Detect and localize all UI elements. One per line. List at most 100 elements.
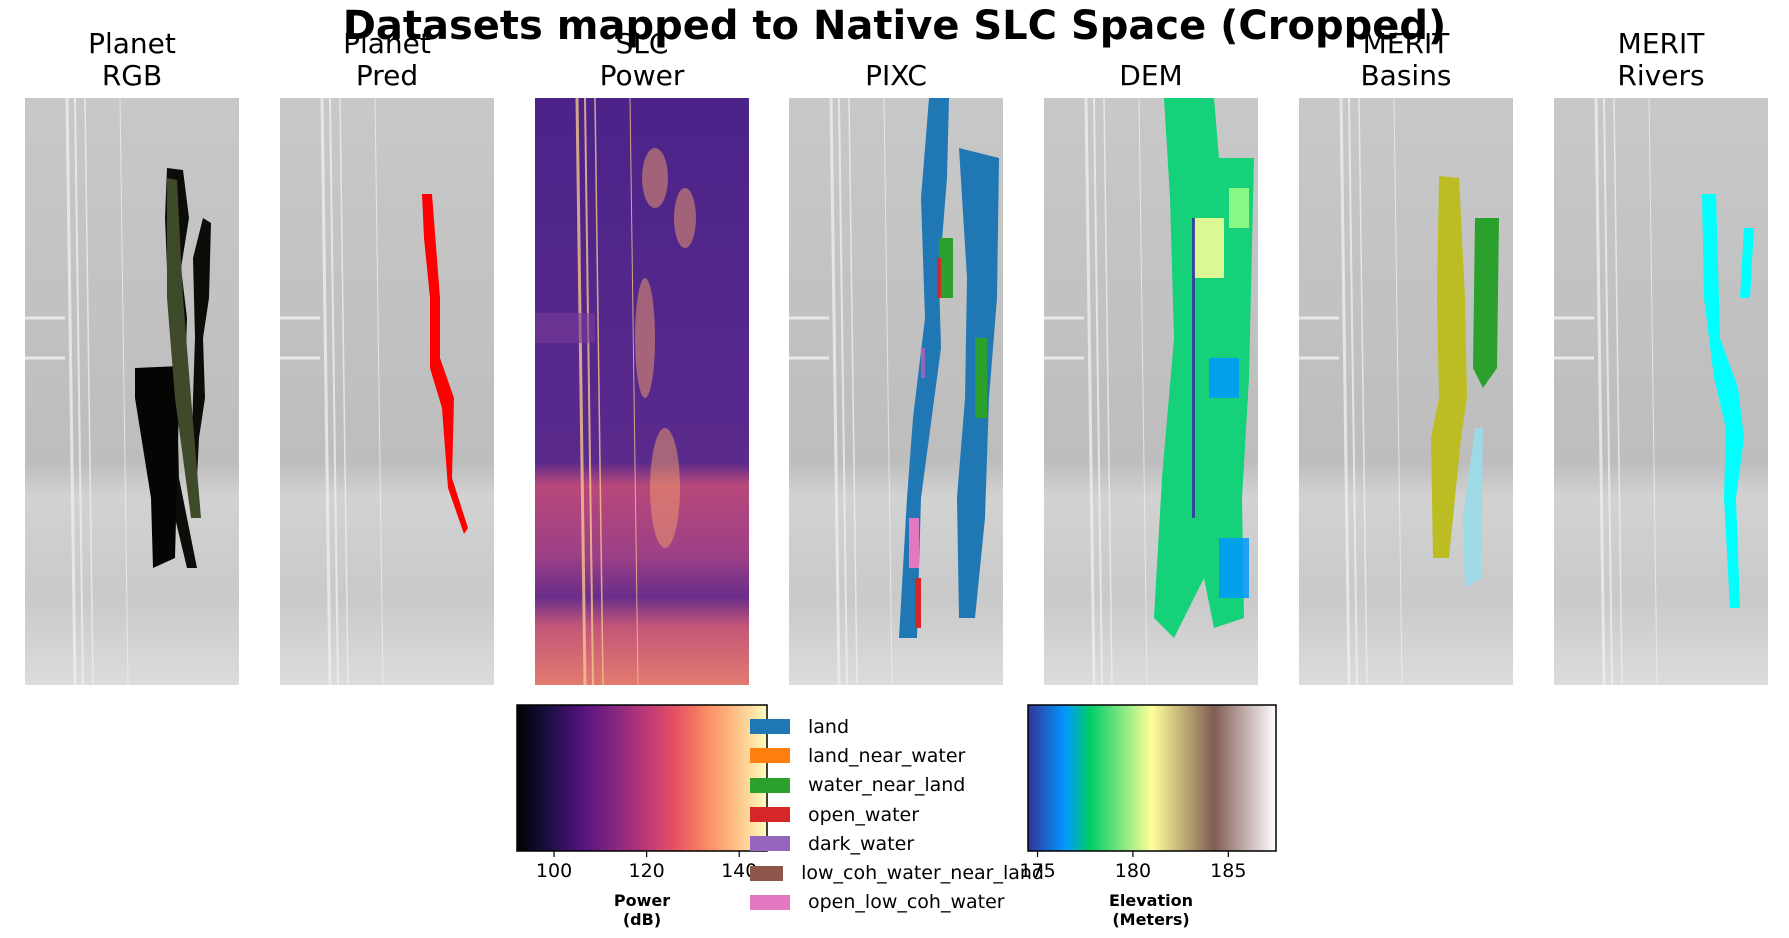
legend-label: land	[808, 715, 850, 738]
panel-title: SLC Power	[599, 27, 685, 92]
panel-title: DEM	[1119, 59, 1183, 92]
texture-streak	[1648, 97, 1658, 686]
legend-item: land	[744, 712, 1044, 741]
panel-4	[1044, 97, 1258, 686]
pixc-class-patch	[915, 578, 921, 628]
basin-region	[1473, 218, 1499, 388]
pixc-class-patch	[921, 348, 925, 378]
panel-background	[280, 98, 494, 685]
bright-feature	[635, 278, 655, 398]
bright-feature	[674, 188, 696, 248]
power-tick-label: 120	[628, 860, 665, 882]
texture-streak	[848, 97, 858, 686]
panel-title: Planet RGB	[88, 27, 176, 92]
dem-region	[1154, 98, 1254, 638]
elevation-colorbar-label: Elevation (Meters)	[1108, 891, 1193, 929]
texture-streak	[1603, 97, 1613, 686]
texture-streak	[838, 97, 848, 686]
water-mask-region	[191, 218, 211, 478]
predicted-river	[422, 194, 468, 534]
texture-streak	[119, 97, 129, 686]
power-colorbar	[516, 704, 768, 852]
pixc-class-patch	[939, 238, 953, 298]
dem-elevation-patch	[1209, 358, 1239, 398]
bright-feature	[642, 148, 668, 208]
pixc-legend: land land_near_water water_near_land open_w…	[744, 712, 1044, 917]
panel-background	[1299, 98, 1513, 685]
legend-label: open_low_coh_water	[808, 891, 1005, 914]
pixc-class-patch	[975, 338, 987, 418]
legend-swatch	[750, 777, 790, 793]
texture-streak	[1339, 97, 1351, 686]
panel-5	[1299, 97, 1513, 686]
dem-elevation-patch	[1229, 188, 1249, 228]
panel-title: MERIT Basins	[1360, 27, 1452, 92]
river-rgb	[167, 178, 201, 518]
texture-streak	[829, 97, 841, 686]
texture-streak	[1103, 97, 1113, 686]
texture-streak	[1393, 97, 1403, 686]
legend-label: dark_water	[808, 832, 915, 855]
texture-streak	[1084, 97, 1096, 686]
water-mask-region	[135, 366, 180, 568]
panel-0	[25, 97, 239, 686]
elevation-tick-label: 175	[1019, 860, 1056, 882]
texture-streak	[84, 97, 94, 686]
elevation-tick-label: 185	[1210, 860, 1247, 882]
panel-title: Planet Pred	[343, 27, 431, 92]
panel-3	[789, 97, 1003, 686]
texture-streak	[575, 97, 587, 686]
power-tick-label: 100	[535, 860, 573, 882]
texture-streak	[594, 97, 604, 686]
texture-streak	[1093, 97, 1103, 686]
texture-streak	[1138, 97, 1148, 686]
legend-item: open_low_coh_water	[744, 888, 1044, 917]
dem-elevation-patch	[1192, 218, 1195, 518]
legend-label: low_coh_water_near_land	[801, 862, 1044, 885]
texture-streak	[74, 97, 84, 686]
panel-2	[535, 97, 749, 686]
legend-swatch	[750, 894, 790, 910]
texture-streak	[1594, 97, 1606, 686]
dem-elevation-patch	[1219, 538, 1249, 598]
legend-label: land_near_water	[808, 744, 966, 767]
bright-feature	[650, 428, 680, 548]
power-colorbar-label: Power (dB)	[613, 891, 671, 929]
pixc-class-patch	[909, 518, 919, 568]
panel-6	[1554, 97, 1768, 686]
texture-streak	[329, 97, 339, 686]
texture-streak	[339, 97, 349, 686]
legend-swatch	[750, 748, 790, 764]
texture-streak	[374, 97, 384, 686]
texture-streak	[883, 97, 893, 686]
texture-streak	[1348, 97, 1358, 686]
pixc-class-patch	[937, 258, 941, 298]
legend-item: open_water	[744, 800, 1044, 829]
texture-streak	[65, 97, 77, 686]
texture-streak	[1613, 97, 1623, 686]
legend-item: land_near_water	[744, 741, 1044, 770]
dem-elevation-patch	[1194, 218, 1224, 278]
texture-streak	[584, 97, 594, 686]
panel-title: PIXC	[865, 59, 927, 92]
legend-item: dark_water	[744, 829, 1044, 858]
legend-swatch	[750, 807, 790, 823]
figure-title: Datasets mapped to Native SLC Space (Cro…	[342, 3, 1447, 49]
texture-streak	[1358, 97, 1368, 686]
texture-streak	[629, 97, 639, 686]
power-tick-label: 140	[721, 860, 758, 882]
panel-title: MERIT Rivers	[1617, 27, 1705, 92]
legend-item: water_near_land	[744, 771, 1044, 800]
panel-background	[25, 98, 239, 685]
merit-river	[1702, 194, 1754, 608]
legend-label: open_water	[808, 803, 920, 826]
basin-region	[1463, 428, 1483, 588]
legend-swatch	[750, 836, 790, 852]
legend-item: low_coh_water_near_land	[744, 858, 1044, 887]
legend-swatch	[750, 865, 784, 881]
legend-label: water_near_land	[808, 774, 966, 797]
elevation-tick-label: 180	[1114, 860, 1152, 882]
elevation-colorbar	[1027, 704, 1277, 852]
basin-region	[1431, 176, 1467, 558]
